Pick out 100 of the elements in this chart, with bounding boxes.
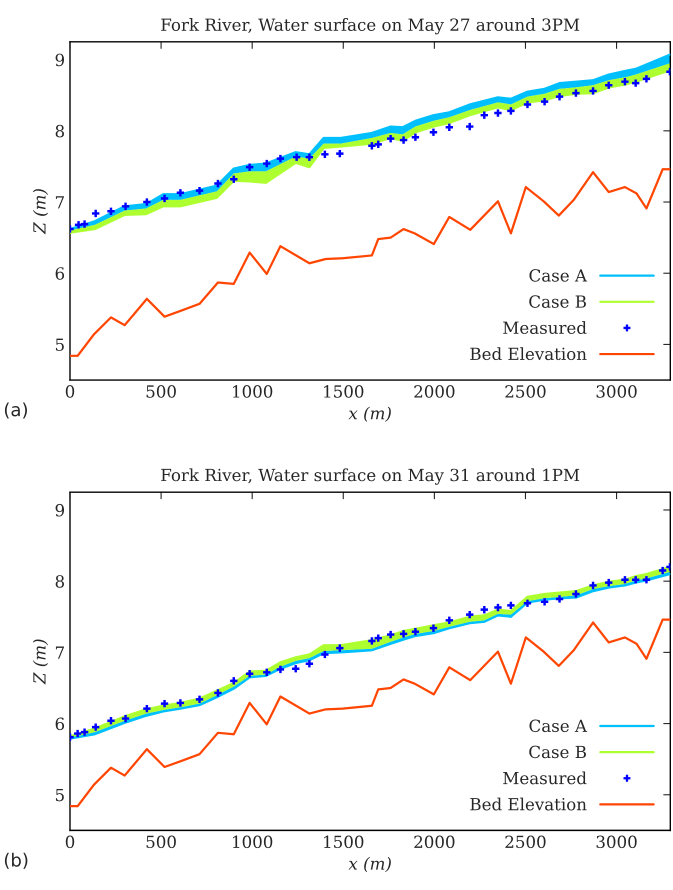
point xyxy=(632,79,640,87)
y-tick-label: 9 xyxy=(56,54,64,66)
point xyxy=(230,677,238,685)
point xyxy=(642,576,650,584)
point xyxy=(386,134,394,142)
point xyxy=(306,660,314,668)
point xyxy=(107,717,115,724)
point xyxy=(572,89,580,97)
x-tick-label: 2000 xyxy=(414,385,454,398)
point xyxy=(605,578,612,586)
point xyxy=(368,637,376,645)
point xyxy=(143,198,151,206)
legend-label: Bed Elevation xyxy=(470,798,587,810)
legend-label: Measured xyxy=(503,771,586,784)
point xyxy=(368,142,376,150)
point xyxy=(540,98,548,106)
point xyxy=(196,696,204,704)
y-tick-label: 9 xyxy=(56,504,64,517)
point xyxy=(605,82,612,89)
point xyxy=(400,136,408,144)
point xyxy=(400,630,408,638)
point xyxy=(160,700,168,708)
point xyxy=(107,208,115,215)
point xyxy=(589,87,597,95)
point xyxy=(276,154,284,162)
x-axis-title: x (m) xyxy=(348,406,391,422)
point xyxy=(621,78,629,86)
point xyxy=(176,699,184,707)
point xyxy=(621,576,629,584)
point xyxy=(80,728,88,736)
point xyxy=(276,666,284,674)
point xyxy=(540,598,548,606)
y-tick-label: 5 xyxy=(56,788,64,802)
point xyxy=(230,176,238,183)
point xyxy=(292,154,300,161)
y-tick-label: 8 xyxy=(56,575,64,588)
point xyxy=(321,150,329,158)
point xyxy=(374,140,382,148)
point xyxy=(412,134,420,141)
y-tick-label: 5 xyxy=(56,338,64,351)
point xyxy=(74,730,82,738)
x-tick-label: 2000 xyxy=(414,836,454,848)
x-tick-label: 1000 xyxy=(233,836,272,848)
x-tick-label: 2500 xyxy=(505,836,546,848)
chart-title: Fork River, Water surface on May 27 around 3PM xyxy=(161,18,580,34)
y-tick-label: 8 xyxy=(56,124,64,138)
point xyxy=(466,610,474,618)
point xyxy=(122,202,130,210)
point xyxy=(143,704,151,712)
legend-label: Case A xyxy=(529,269,588,282)
point xyxy=(480,606,488,614)
point xyxy=(658,566,666,574)
chart-title: Fork River, Water surface on May 31 around 1PM xyxy=(161,468,580,485)
point xyxy=(524,600,532,607)
legend-label: Case A xyxy=(529,719,588,732)
point xyxy=(446,124,453,131)
point xyxy=(214,689,222,697)
point xyxy=(160,194,168,202)
point xyxy=(386,630,394,638)
point xyxy=(494,109,502,117)
legend-label: Measured xyxy=(503,321,586,334)
point xyxy=(466,122,474,130)
y-axis-title: Z (m) xyxy=(32,639,48,685)
y-tick-label: 6 xyxy=(56,267,64,280)
point xyxy=(632,576,640,584)
x-tick-label: 500 xyxy=(146,385,176,398)
point xyxy=(556,595,564,603)
legend-label: Case B xyxy=(529,295,586,308)
x-tick-label: 3000 xyxy=(596,836,637,848)
point xyxy=(196,186,204,194)
text: (a) xyxy=(4,402,27,419)
point xyxy=(246,670,254,678)
x-tick-label: 0 xyxy=(66,836,74,848)
x-tick-label: 3000 xyxy=(596,385,637,398)
point xyxy=(263,668,270,676)
x-tick-label: 1000 xyxy=(233,385,272,398)
point xyxy=(74,221,82,228)
x-tick-label: 1500 xyxy=(324,836,364,848)
point xyxy=(336,644,344,652)
point xyxy=(292,665,300,672)
point xyxy=(92,723,100,731)
point xyxy=(80,220,88,228)
y-axis-title: Z (m) xyxy=(32,189,48,234)
y-tick-label: 7 xyxy=(56,196,64,208)
legend-label: Case B xyxy=(529,746,586,758)
point xyxy=(430,128,438,136)
text: (b) xyxy=(4,852,28,869)
point xyxy=(246,163,254,171)
point xyxy=(446,616,453,624)
legend-label: Bed Elevation xyxy=(470,347,587,360)
point xyxy=(507,602,515,610)
point xyxy=(176,189,184,196)
point xyxy=(507,107,515,115)
point xyxy=(321,650,329,658)
point xyxy=(412,628,420,636)
x-axis-title: x (m) xyxy=(348,856,391,872)
point xyxy=(263,160,270,168)
point xyxy=(336,150,344,158)
y-tick-label: 6 xyxy=(56,718,64,730)
point xyxy=(642,75,650,83)
